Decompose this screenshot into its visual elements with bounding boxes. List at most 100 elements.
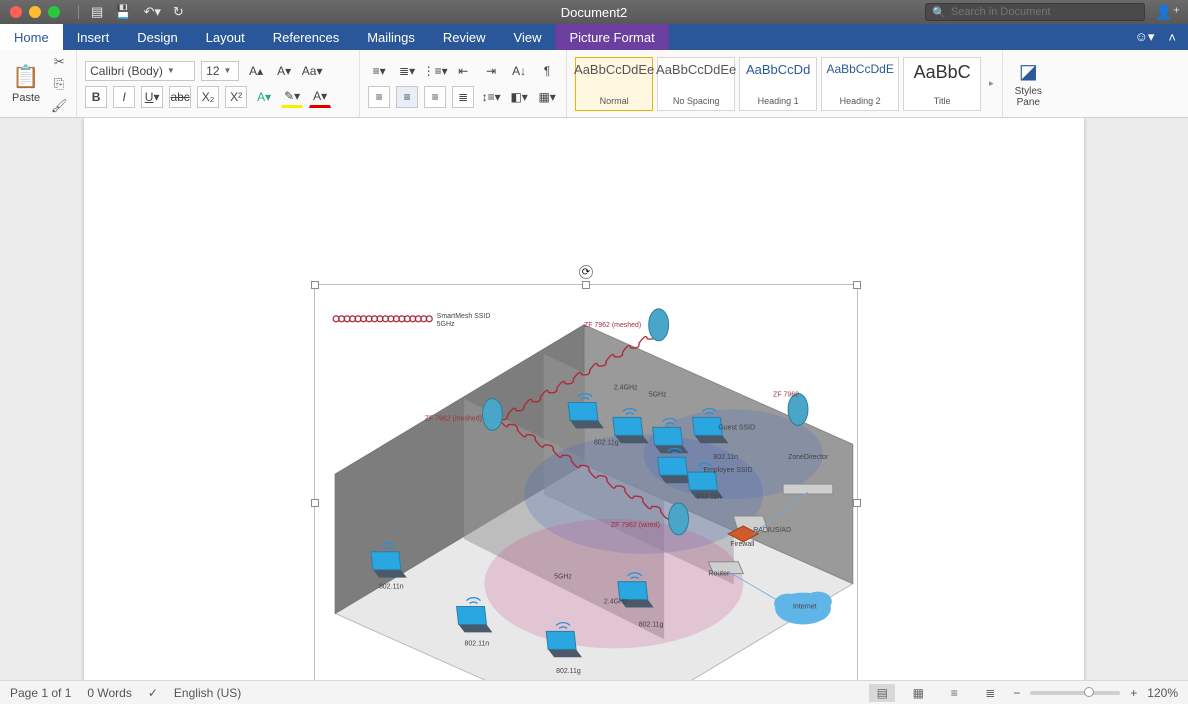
clipboard-icon: 📋 — [12, 64, 39, 90]
search-field[interactable]: 🔍 — [925, 3, 1145, 21]
strike-button[interactable]: abc — [169, 86, 191, 108]
svg-text:802.11n: 802.11n — [713, 454, 738, 461]
subscript-button[interactable]: X₂ — [197, 86, 219, 108]
clear-format-icon[interactable] — [329, 60, 351, 82]
svg-text:802.11g: 802.11g — [639, 621, 664, 628]
highlight-icon[interactable]: ✎▾ — [281, 86, 303, 108]
paste-button[interactable]: 📋 Paste — [8, 54, 44, 113]
align-right-icon[interactable]: ≡ — [424, 86, 446, 108]
tab-home[interactable]: Home — [0, 24, 63, 50]
svg-text:5GHz: 5GHz — [554, 574, 572, 581]
style-title[interactable]: AaBbCTitle — [903, 57, 981, 111]
styles-scroll[interactable]: ▸ — [989, 54, 994, 113]
tab-design[interactable]: Design — [123, 24, 191, 50]
language-indicator[interactable]: English (US) — [174, 686, 241, 700]
grow-font-icon[interactable]: A▴ — [245, 60, 267, 82]
align-center-icon[interactable]: ≡ — [396, 86, 418, 108]
svg-text:802.11g: 802.11g — [594, 439, 619, 446]
tab-review[interactable]: Review — [429, 24, 500, 50]
sort-icon[interactable]: A↓ — [508, 60, 530, 82]
search-input[interactable] — [951, 6, 1138, 18]
svg-text:Guest SSID: Guest SSID — [718, 424, 755, 431]
ribbon: 📋 Paste ✂ ⎘ 🖌 Calibri (Body)▼ 12▼ A▴ A▾ … — [0, 50, 1188, 118]
save-icon[interactable]: ▤ — [91, 4, 103, 20]
svg-text:Firewall: Firewall — [730, 541, 754, 548]
tab-picture-format[interactable]: Picture Format — [555, 24, 668, 50]
svg-text:802.11g: 802.11g — [556, 668, 581, 675]
bullets-icon[interactable]: ≡▾ — [368, 60, 390, 82]
style-heading-1[interactable]: AaBbCcDdHeading 1 — [739, 57, 817, 111]
tab-view[interactable]: View — [500, 24, 556, 50]
outline-view-icon[interactable]: ≡ — [941, 684, 967, 702]
network-diagram-image: SmartMesh SSID5GHzZF 7962 (meshed)2.4GHz… — [315, 285, 857, 680]
zoom-icon[interactable] — [48, 6, 60, 18]
tab-insert[interactable]: Insert — [63, 24, 124, 50]
svg-text:5GHz: 5GHz — [649, 391, 667, 398]
save-as-icon[interactable]: 💾 — [115, 4, 131, 20]
document-area[interactable]: ⟳ SmartMesh SSID5GHzZF 7962 (meshed)2.4G… — [0, 118, 1188, 680]
underline-button[interactable]: U▾ — [141, 86, 163, 108]
zoom-out-icon[interactable]: − — [1013, 686, 1020, 700]
font-color-icon[interactable]: A▾ — [309, 86, 331, 108]
numbering-icon[interactable]: ≣▾ — [396, 60, 418, 82]
word-count[interactable]: 0 Words — [87, 686, 131, 700]
svg-text:Employee SSID: Employee SSID — [703, 467, 752, 474]
collapse-ribbon-icon[interactable]: ˄ — [1168, 30, 1176, 45]
text-effects-icon[interactable]: A▾ — [253, 86, 275, 108]
search-icon: 🔍 — [932, 6, 946, 19]
style-heading-2[interactable]: AaBbCcDdEHeading 2 — [821, 57, 899, 111]
svg-text:Internet: Internet — [793, 604, 817, 611]
shading-icon[interactable]: ◧▾ — [508, 86, 530, 108]
justify-icon[interactable]: ≣ — [452, 86, 474, 108]
spellcheck-icon[interactable]: ✓ — [148, 686, 158, 700]
cut-icon[interactable]: ✂ — [50, 53, 68, 71]
share-icon[interactable]: 👤⁺ — [1155, 4, 1180, 21]
tab-references[interactable]: References — [259, 24, 353, 50]
zoom-in-icon[interactable]: + — [1130, 686, 1137, 700]
tab-layout[interactable]: Layout — [192, 24, 259, 50]
minimize-icon[interactable] — [29, 6, 41, 18]
svg-text:802.11n: 802.11n — [379, 584, 404, 591]
format-painter-icon[interactable]: 🖌 — [50, 97, 68, 115]
svg-text:RADIUS/AD: RADIUS/AD — [753, 527, 791, 534]
svg-text:ZF 7962 (wired): ZF 7962 (wired) — [611, 522, 660, 529]
copy-icon[interactable]: ⎘ — [50, 75, 68, 93]
styles-pane-button[interactable]: ◪ Styles Pane — [1011, 57, 1046, 110]
superscript-button[interactable]: X² — [225, 86, 247, 108]
zoom-slider[interactable] — [1030, 691, 1120, 695]
web-layout-view-icon[interactable]: ▦ — [905, 684, 931, 702]
dec-indent-icon[interactable]: ⇤ — [452, 60, 474, 82]
close-icon[interactable] — [10, 6, 22, 18]
multilevel-icon[interactable]: ⋮≡▾ — [424, 60, 446, 82]
feedback-icon[interactable]: ☺▾ — [1135, 29, 1155, 45]
redo-icon[interactable]: ↻ — [173, 4, 184, 20]
style-no-spacing[interactable]: AaBbCcDdEeNo Spacing — [657, 57, 735, 111]
style-normal[interactable]: AaBbCcDdEeNormal — [575, 57, 653, 111]
line-spacing-icon[interactable]: ↕≡▾ — [480, 86, 502, 108]
status-bar: Page 1 of 1 0 Words ✓ English (US) ▤ ▦ ≡… — [0, 680, 1188, 704]
undo-icon[interactable]: ↶▾ — [143, 4, 160, 20]
bold-button[interactable]: B — [85, 86, 107, 108]
italic-button[interactable]: I — [113, 86, 135, 108]
inc-indent-icon[interactable]: ⇥ — [480, 60, 502, 82]
page-indicator[interactable]: Page 1 of 1 — [10, 686, 71, 700]
styles-pane-icon: ◪ — [1019, 59, 1038, 84]
font-size-combo[interactable]: 12▼ — [201, 61, 239, 81]
window-controls[interactable] — [10, 6, 60, 18]
change-case-icon[interactable]: Aa▾ — [301, 60, 323, 82]
tab-mailings[interactable]: Mailings — [353, 24, 429, 50]
align-left-icon[interactable]: ≡ — [368, 86, 390, 108]
rotate-handle[interactable]: ⟳ — [579, 265, 593, 279]
zoom-label[interactable]: 120% — [1147, 686, 1178, 700]
print-layout-view-icon[interactable]: ▤ — [869, 684, 895, 702]
svg-text:2.4GHz: 2.4GHz — [614, 385, 638, 392]
shrink-font-icon[interactable]: A▾ — [273, 60, 295, 82]
svg-text:802.11n: 802.11n — [465, 640, 490, 647]
font-name-combo[interactable]: Calibri (Body)▼ — [85, 61, 195, 81]
svg-text:5GHz: 5GHz — [437, 321, 455, 328]
draft-view-icon[interactable]: ≣ — [977, 684, 1003, 702]
borders-icon[interactable]: ▦▾ — [536, 86, 558, 108]
show-marks-icon[interactable]: ¶ — [536, 60, 558, 82]
picture-selection[interactable]: ⟳ SmartMesh SSID5GHzZF 7962 (meshed)2.4G… — [314, 284, 858, 680]
styles-gallery[interactable]: AaBbCcDdEeNormalAaBbCcDdEeNo SpacingAaBb… — [575, 54, 981, 113]
